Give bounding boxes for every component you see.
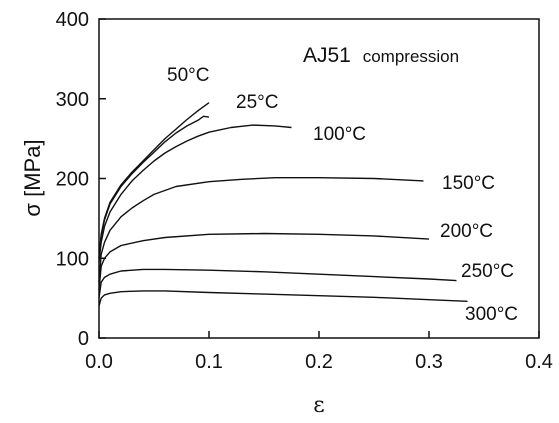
y-tick-label: 300	[56, 89, 89, 111]
series-line	[98, 268, 457, 299]
x-tick-label: 0.3	[415, 351, 443, 373]
series-label: 250°C	[461, 261, 514, 282]
annotation-main: AJ51	[303, 44, 351, 67]
series-label: 300°C	[465, 304, 518, 325]
x-tick-label: 0.4	[525, 351, 553, 373]
series-line	[98, 232, 430, 291]
x-tick-label: 0.1	[195, 351, 223, 373]
series-label: 150°C	[442, 173, 495, 194]
series-label: 25°C	[236, 92, 278, 113]
series-label: 100°C	[313, 124, 366, 145]
x-axis-title: ε	[313, 393, 324, 418]
y-tick-label: 200	[56, 169, 89, 191]
y-tick-label: 400	[56, 9, 89, 31]
y-axis-ticks: 0 100 200 300 400	[56, 9, 106, 350]
y-tick-label: 100	[56, 248, 89, 270]
x-axis-ticks: 0.0 0.1 0.2 0.3 0.4	[85, 331, 553, 373]
series-label: 50°C	[167, 65, 209, 86]
series-line	[98, 124, 292, 263]
series-labels: 50°C 25°C 100°C 150°C 200°C 250°C 300°C	[167, 65, 518, 325]
annotation-sub: compression	[363, 47, 459, 66]
series-lines	[98, 102, 468, 307]
x-tick-label: 0.0	[85, 351, 113, 373]
x-tick-label: 0.2	[305, 351, 333, 373]
series-line	[98, 290, 468, 307]
series-label: 200°C	[440, 221, 493, 242]
y-axis-title: σ [MPa]	[20, 139, 45, 216]
y-tick-label: 0	[78, 328, 89, 350]
series-line	[98, 115, 210, 259]
series-line	[98, 177, 424, 283]
material-annotation: AJ51 compression	[303, 44, 459, 67]
